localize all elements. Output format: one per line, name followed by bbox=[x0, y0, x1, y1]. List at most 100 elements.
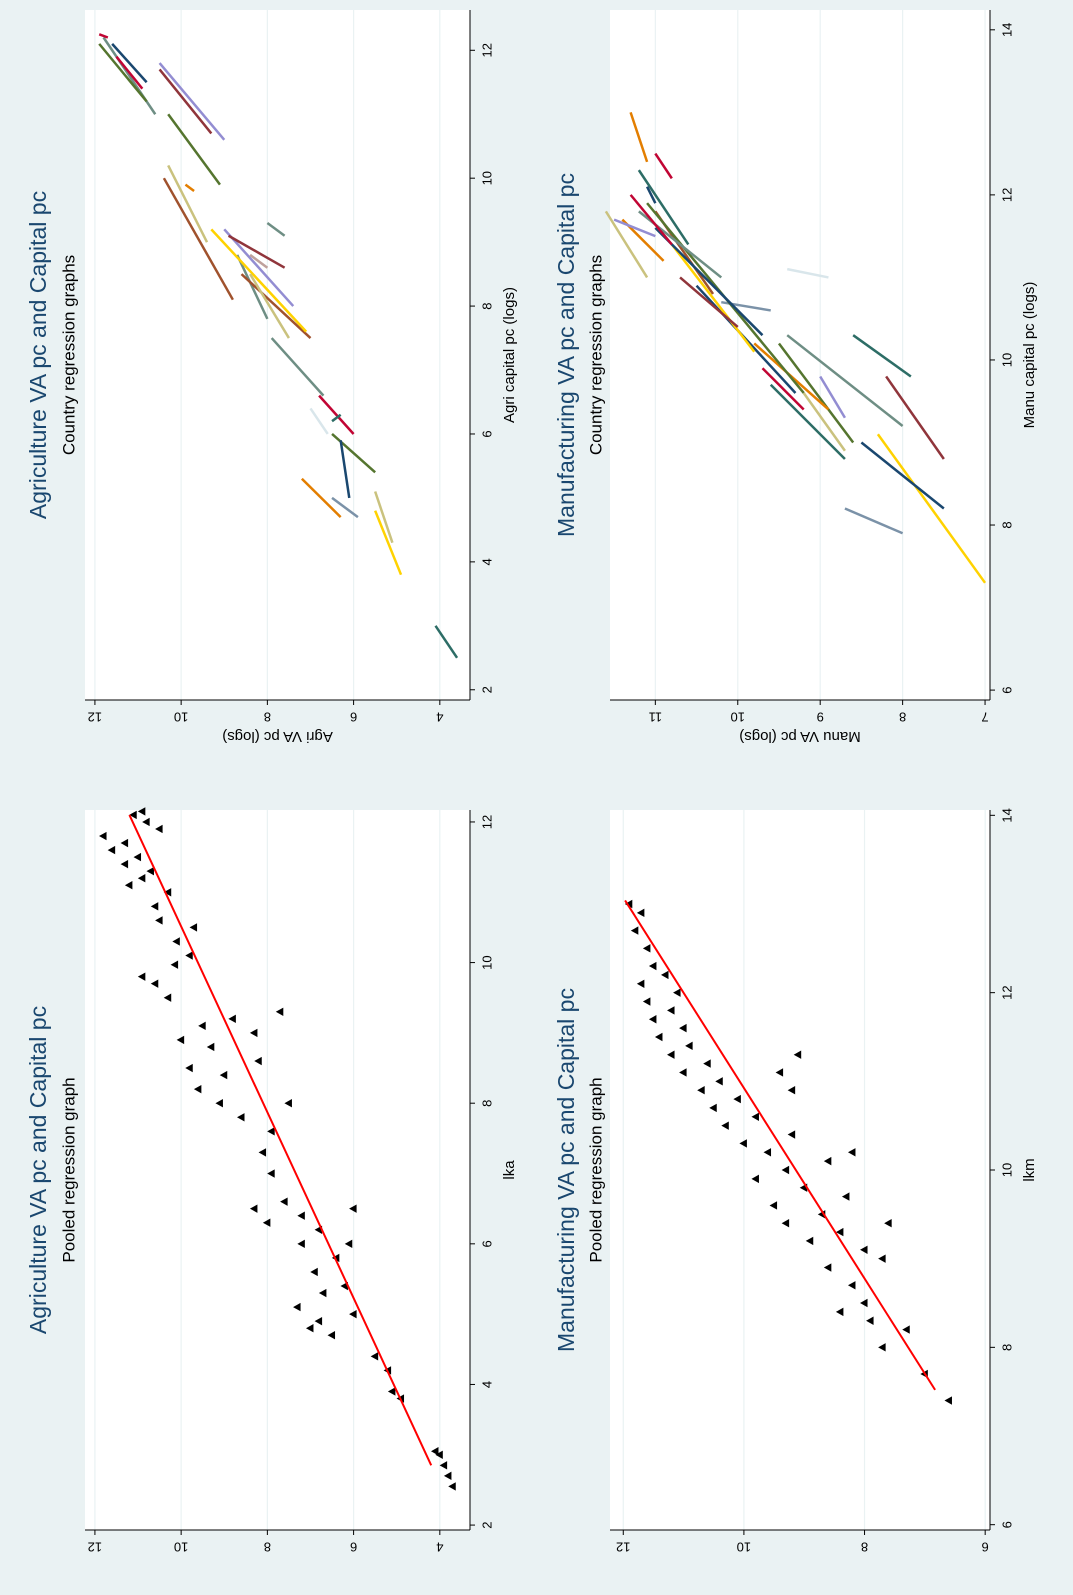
y-tick-label: 10 bbox=[731, 710, 745, 725]
series-line bbox=[654, 227, 764, 337]
data-point bbox=[185, 1063, 193, 1073]
data-point bbox=[327, 1331, 336, 1340]
series-line bbox=[645, 186, 657, 204]
data-point bbox=[823, 1263, 832, 1272]
data-point bbox=[648, 1015, 657, 1024]
data-point bbox=[275, 1007, 284, 1016]
series-line bbox=[210, 228, 308, 333]
series-line bbox=[802, 392, 846, 452]
series-line bbox=[240, 273, 312, 339]
series-line bbox=[309, 407, 329, 435]
series-line bbox=[223, 228, 295, 307]
series-line bbox=[434, 625, 459, 659]
data-point bbox=[198, 1021, 206, 1031]
chart-title: Agriculture VA pc and Capital pc bbox=[25, 191, 51, 519]
data-point bbox=[310, 1267, 318, 1277]
data-point bbox=[636, 908, 645, 918]
series-line bbox=[300, 477, 342, 518]
data-point bbox=[624, 899, 633, 909]
chart-subtitle: Pooled regression graph bbox=[586, 1077, 605, 1262]
data-point bbox=[763, 1148, 772, 1157]
data-point bbox=[215, 1099, 223, 1108]
x-tick-label: 8 bbox=[999, 1344, 1014, 1351]
data-point bbox=[642, 997, 651, 1006]
x-tick-label: 2 bbox=[479, 686, 494, 693]
data-point bbox=[709, 1103, 717, 1113]
y-tick-label: 11 bbox=[649, 710, 663, 725]
data-point bbox=[262, 1218, 271, 1227]
data-point bbox=[860, 1245, 868, 1255]
data-point bbox=[866, 1316, 874, 1325]
data-point bbox=[142, 817, 150, 827]
x-tick-label: 10 bbox=[479, 955, 494, 969]
data-point bbox=[163, 888, 172, 897]
series-line bbox=[331, 496, 359, 519]
x-tick-label: 12 bbox=[479, 815, 494, 829]
x-tick-label: 6 bbox=[479, 430, 494, 437]
x-tick-label: 6 bbox=[999, 1521, 1014, 1528]
plot-area bbox=[85, 810, 470, 1530]
y-tick-label: 12 bbox=[616, 1540, 630, 1555]
data-point bbox=[150, 902, 159, 911]
series-line bbox=[158, 62, 226, 141]
data-point bbox=[697, 1085, 705, 1095]
x-axis-title: lkm bbox=[1021, 1158, 1038, 1181]
x-tick-label: 8 bbox=[999, 521, 1014, 528]
data-point bbox=[137, 972, 146, 981]
data-point bbox=[344, 1239, 353, 1249]
data-point bbox=[679, 1068, 687, 1077]
data-point bbox=[751, 1174, 759, 1184]
series-line bbox=[167, 113, 221, 186]
series-line bbox=[860, 441, 945, 510]
data-point bbox=[258, 1148, 267, 1157]
data-point bbox=[835, 1307, 844, 1317]
y-tick-label: 10 bbox=[174, 1540, 188, 1555]
data-point bbox=[715, 1077, 723, 1086]
x-tick-label: 14 bbox=[999, 23, 1014, 37]
data-point bbox=[120, 859, 129, 869]
y-tick-label: 12 bbox=[88, 1540, 102, 1555]
y-tick-label: 9 bbox=[817, 710, 824, 725]
data-point bbox=[667, 1050, 675, 1059]
data-point bbox=[133, 852, 142, 862]
data-point bbox=[237, 1113, 245, 1122]
data-point bbox=[823, 1156, 832, 1166]
series-line bbox=[318, 394, 355, 435]
data-point bbox=[667, 1006, 675, 1015]
data-point bbox=[636, 979, 645, 988]
data-point bbox=[721, 1121, 729, 1130]
data-point bbox=[193, 1084, 202, 1094]
data-point bbox=[284, 1099, 292, 1108]
data-point bbox=[787, 1130, 796, 1139]
data-point bbox=[176, 1035, 185, 1045]
series-line bbox=[654, 152, 673, 180]
x-tick-label: 2 bbox=[479, 1521, 494, 1528]
data-point bbox=[146, 866, 154, 876]
data-point bbox=[185, 951, 193, 960]
data-point bbox=[129, 810, 137, 820]
chart-panel: Manufacturing VA pc and Capital pc Countr… bbox=[553, 10, 1038, 745]
x-tick-label: 8 bbox=[479, 1100, 494, 1107]
y-tick-label: 7 bbox=[981, 710, 988, 725]
x-tick-label: 4 bbox=[479, 558, 494, 565]
data-point bbox=[793, 1050, 802, 1059]
series-line bbox=[266, 221, 286, 237]
y-tick-label: 6 bbox=[982, 1540, 989, 1555]
y-tick-label: 8 bbox=[264, 710, 271, 725]
data-point bbox=[249, 1204, 258, 1213]
data-point bbox=[435, 1450, 443, 1459]
series-line bbox=[629, 194, 673, 246]
y-tick-label: 8 bbox=[899, 710, 906, 725]
series-line bbox=[249, 273, 290, 339]
data-point bbox=[318, 1288, 327, 1298]
data-point bbox=[254, 1056, 262, 1066]
x-tick-label: 10 bbox=[999, 1163, 1014, 1177]
data-point bbox=[847, 1148, 856, 1157]
chart-subtitle: Country regression graphs bbox=[586, 255, 605, 455]
chart-title: Agriculture VA pc and Capital pc bbox=[25, 1006, 51, 1334]
data-point bbox=[172, 937, 180, 946]
data-point bbox=[787, 1085, 796, 1095]
data-point bbox=[841, 1192, 850, 1201]
data-point bbox=[781, 1165, 790, 1175]
